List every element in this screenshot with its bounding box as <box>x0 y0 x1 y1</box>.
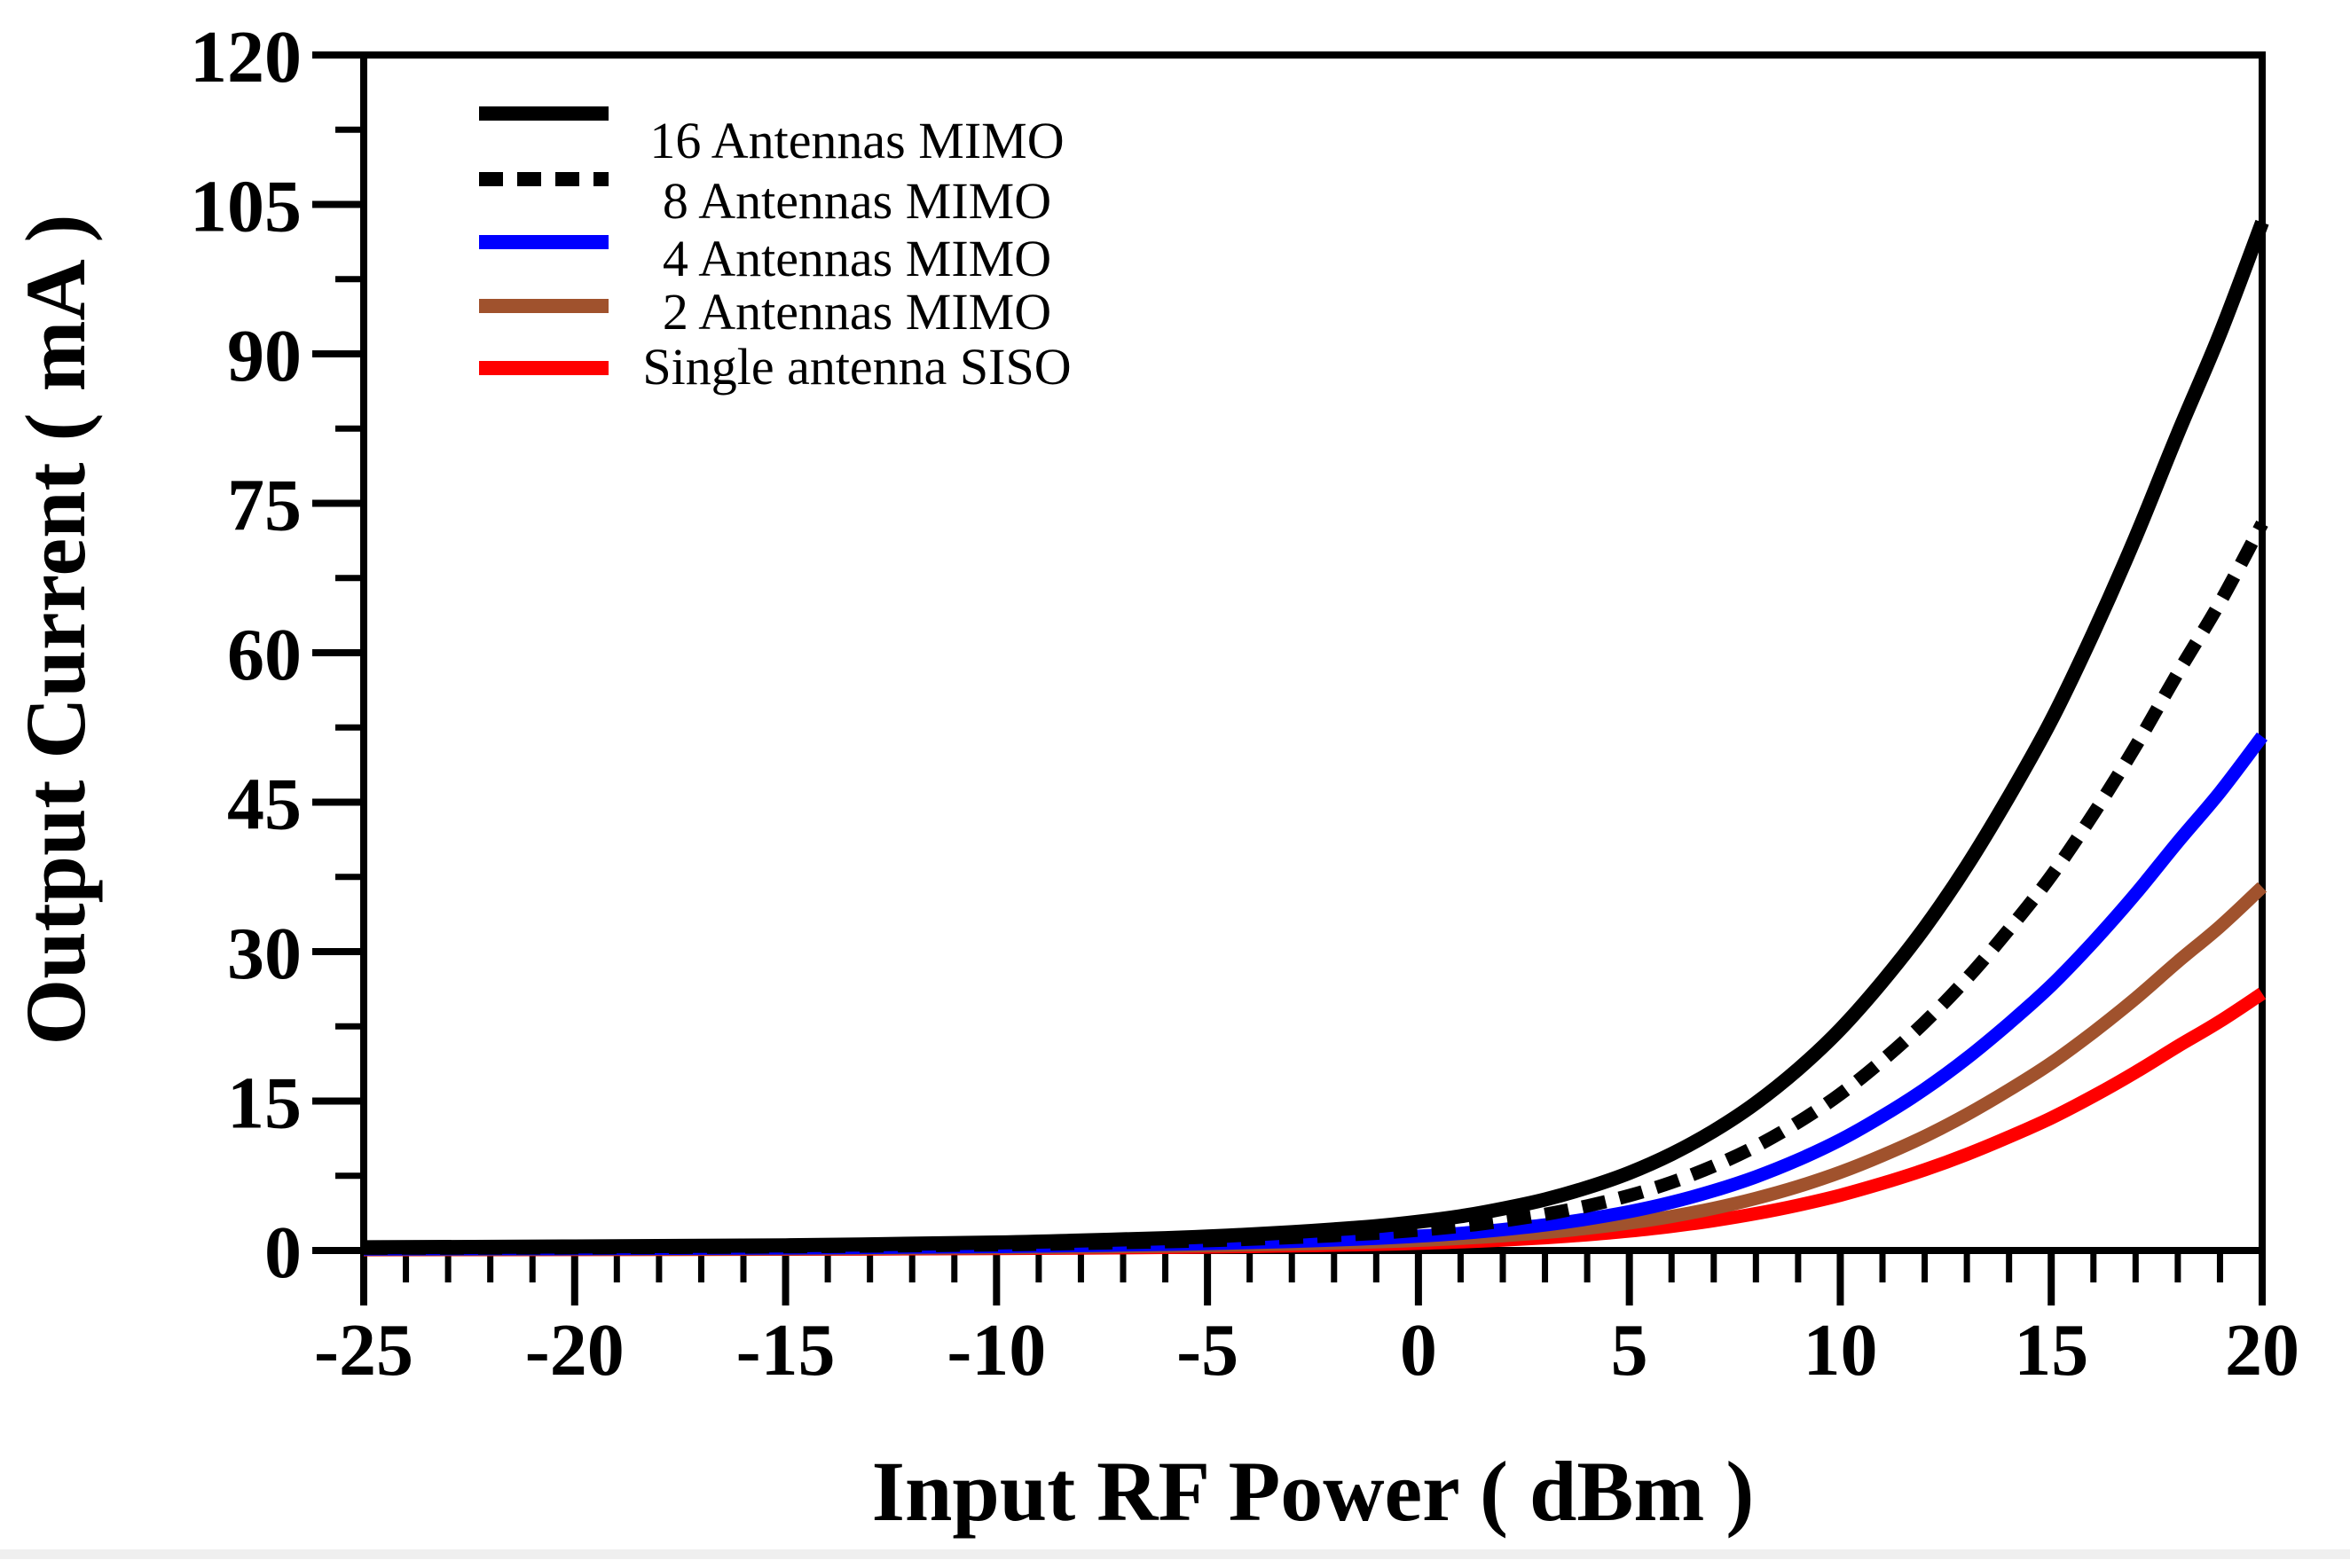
y-axis-tick-labels: 0 15 30 45 60 75 90 105 120 <box>190 16 302 1294</box>
legend-item-single-antenna-siso: Single antenna SISO <box>479 338 1072 396</box>
x-tick-label: -10 <box>947 1309 1046 1392</box>
legend-label: 4 Antennas MIMO <box>663 230 1051 287</box>
series-curve-16-antennas-mimo <box>363 219 2269 1255</box>
y-tick-label: 15 <box>227 1062 302 1145</box>
x-tick-label: -25 <box>314 1309 413 1392</box>
series-curve-4-antennas-mimo <box>363 732 2267 1256</box>
y-tick-label: 90 <box>227 315 302 397</box>
x-tick-label: -20 <box>525 1309 625 1392</box>
x-axis-tick-labels: -25 -20 -15 -10 -5 0 5 10 15 20 <box>314 1309 2299 1392</box>
x-tick-label: 10 <box>1803 1309 1877 1392</box>
y-tick-label: 105 <box>190 166 302 248</box>
y-tick-label: 60 <box>227 614 302 696</box>
legend-label: 2 Antennas MIMO <box>663 283 1051 341</box>
plot-frame <box>360 51 2266 1254</box>
x-tick-label: 20 <box>2225 1309 2299 1392</box>
legend-item-2-antennas-mimo: 2 Antennas MIMO <box>479 283 1051 341</box>
legend-item-16-antennas-mimo: 16 Antennas MIMO <box>479 106 1065 169</box>
legend-label: 8 Antennas MIMO <box>663 172 1051 230</box>
series-curve-8-antennas-mimo <box>363 520 2268 1255</box>
x-axis-ticks <box>360 1250 2266 1305</box>
y-tick-label: 120 <box>190 16 302 98</box>
x-tick-label: -5 <box>1176 1309 1238 1392</box>
data-curves <box>363 219 2269 1257</box>
y-tick-label: 30 <box>227 913 302 995</box>
y-tick-label: 0 <box>264 1211 302 1294</box>
legend-item-8-antennas-mimo: 8 Antennas MIMO <box>479 172 1051 230</box>
y-axis-ticks <box>312 51 364 1254</box>
x-axis-title: Input RF Power ( dBm ) <box>872 1444 1755 1539</box>
y-axis-title: Output Current ( mA ) <box>8 215 103 1046</box>
legend-item-4-antennas-mimo: 4 Antennas MIMO <box>479 230 1051 287</box>
x-tick-label: -15 <box>736 1309 836 1392</box>
x-tick-label: 0 <box>1400 1309 1437 1392</box>
x-tick-label: 5 <box>1611 1309 1648 1392</box>
y-tick-label: 45 <box>227 764 302 846</box>
x-tick-label: 15 <box>2014 1309 2088 1392</box>
y-tick-label: 75 <box>227 465 302 547</box>
series-curve-2-antennas-mimo <box>363 882 2267 1257</box>
series-curve-single-antenna-siso <box>363 987 2267 1257</box>
legend-label: 16 Antennas MIMO <box>649 112 1064 169</box>
bottom-strip <box>0 1549 2350 1559</box>
legend-label: Single antenna SISO <box>642 338 1071 396</box>
